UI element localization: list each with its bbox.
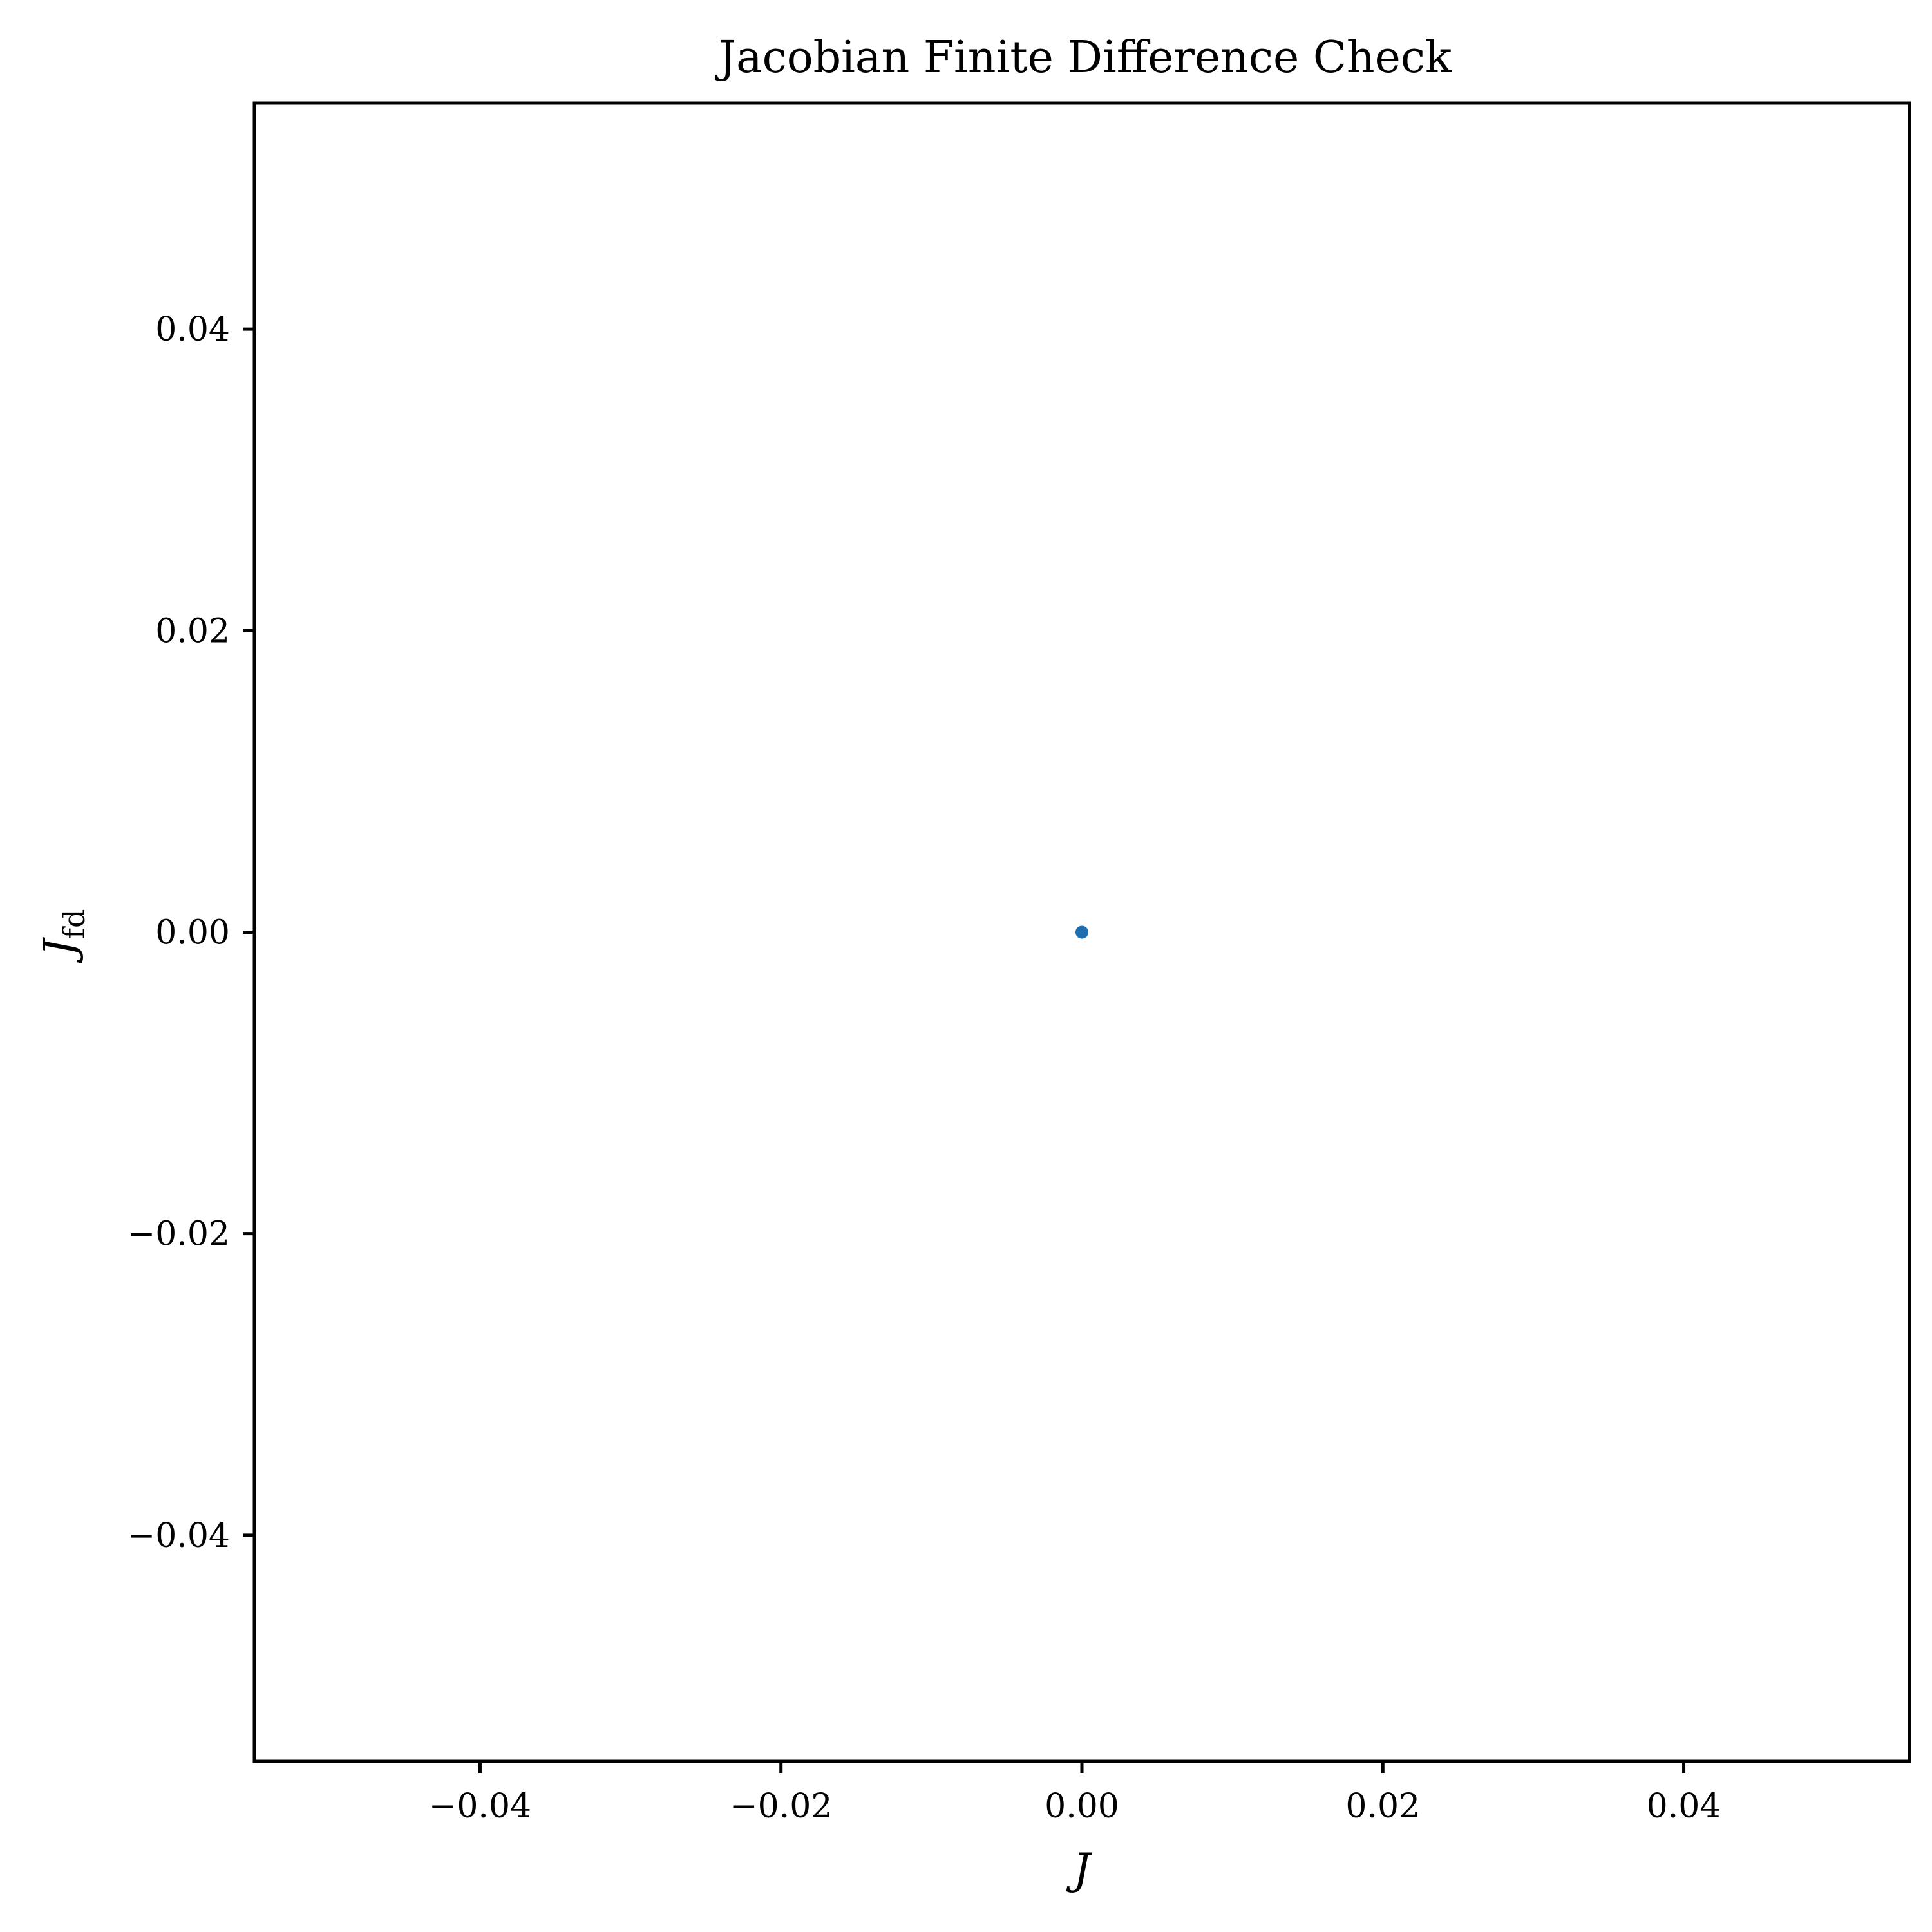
y-axis-ticks: −0.04 −0.02 0.00 0.02 0.04 <box>128 310 254 1555</box>
x-tick-label: 0.00 <box>1045 1787 1119 1826</box>
x-tick-label: 0.04 <box>1647 1787 1721 1826</box>
y-axis-label-main: J <box>35 936 84 963</box>
y-axis-label-group: Jfd <box>35 909 91 964</box>
data-point <box>1075 925 1088 939</box>
x-tick-label: −0.04 <box>429 1787 531 1826</box>
x-tick-label: −0.02 <box>730 1787 832 1826</box>
x-tick-label: 0.02 <box>1345 1787 1420 1826</box>
y-axis-label: Jfd <box>35 909 91 964</box>
y-axis-label-subscript: fd <box>57 909 91 939</box>
y-tick-label: 0.02 <box>155 612 230 650</box>
y-tick-label: 0.00 <box>155 914 230 952</box>
chart-title: Jacobian Finite Difference Check <box>715 32 1452 83</box>
data-points <box>1075 925 1088 939</box>
y-tick-label: −0.02 <box>128 1215 230 1254</box>
x-axis-ticks: −0.04 −0.02 0.00 0.02 0.04 <box>429 1761 1721 1826</box>
x-axis-label: J <box>1066 1844 1093 1894</box>
y-tick-label: −0.04 <box>128 1517 230 1555</box>
y-tick-label: 0.04 <box>155 310 230 349</box>
